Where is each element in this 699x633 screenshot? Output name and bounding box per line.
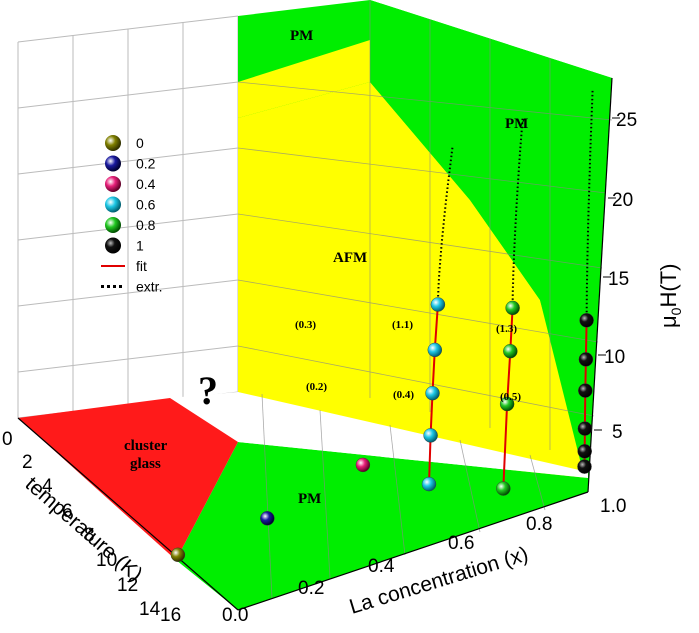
legend-marker-1 — [105, 237, 121, 254]
y-tick-8: 8 — [84, 525, 95, 546]
region-label-pm-right: PM — [505, 116, 528, 132]
region-label-glass: glass — [130, 456, 161, 472]
y-tick-6: 6 — [62, 501, 73, 522]
region-label-cluster: cluster — [124, 438, 168, 454]
z-tick-15: 15 — [608, 269, 629, 290]
legend: 0 0.2 0.4 0.6 0.8 1 fit extr. — [101, 135, 162, 295]
legend-label-fit: fit — [136, 258, 147, 274]
axes-frame — [17, 77, 613, 611]
legend-entry-0.6: 0.6 — [105, 196, 156, 213]
data-point-0-0 — [170, 547, 186, 562]
region-label-afm: AFM — [333, 250, 367, 266]
point-label-0.3: (0.3) — [295, 319, 316, 331]
legend-label-0.4: 0.4 — [136, 176, 156, 192]
x-tick-0.0: 0.0 — [222, 605, 248, 626]
point-label-0.5: (0.5) — [500, 391, 521, 403]
data-point-0.8-2 — [503, 344, 518, 359]
legend-entry-0.8: 0.8 — [105, 217, 156, 233]
front-grid — [237, 0, 613, 599]
legend-entry-0: 0 — [105, 135, 144, 151]
region-label-pm-back: PM — [290, 28, 313, 44]
cluster-glass-region — [18, 398, 238, 560]
data-point-0.2-0 — [260, 511, 275, 526]
legend-entry-extr.: extr. — [101, 279, 162, 295]
x-tick-1.0: 1.0 — [600, 496, 626, 517]
x-tick-0.2: 0.2 — [298, 578, 324, 599]
y-tick-16: 16 — [160, 605, 181, 626]
legend-label-0.8: 0.8 — [136, 217, 156, 233]
data-point-0.6-1 — [423, 428, 438, 443]
data-point-1-0 — [577, 459, 592, 474]
data-point-1-3 — [578, 383, 593, 398]
x-tick-0.4: 0.4 — [368, 556, 395, 577]
legend-marker-0.6 — [105, 196, 121, 213]
legend-entry-1: 1 — [105, 237, 144, 254]
y-tick-10: 10 — [96, 550, 117, 571]
point-label-1.3: (1.3) — [496, 323, 517, 335]
legend-entry-0.4: 0.4 — [105, 176, 156, 192]
legend-marker-0.2 — [105, 155, 121, 172]
legend-entry-0.2: 0.2 — [105, 155, 156, 172]
data-point-0.8-1 — [499, 396, 515, 412]
question-mark: ? — [198, 368, 218, 413]
y-tick-12: 12 — [117, 575, 138, 596]
data-point-1-1 — [577, 444, 592, 459]
legend-label-1: 1 — [136, 238, 144, 254]
data-point-0.6-3 — [427, 342, 442, 358]
data-point-0.6-4 — [430, 297, 446, 312]
point-label-1.1: (1.1) — [392, 319, 413, 331]
y-tick-4: 4 — [42, 476, 53, 497]
data-point-0.4-0 — [355, 457, 371, 473]
legend-entry-fit: fit — [101, 258, 147, 274]
point-label-0.4: (0.4) — [393, 389, 414, 401]
legend-label-extr.: extr. — [136, 279, 162, 295]
data-point-0.8-0 — [496, 481, 511, 496]
fit-line-0.8 — [502, 307, 514, 489]
legend-label-0.2: 0.2 — [136, 156, 156, 172]
data-points-layer — [170, 297, 594, 562]
back-wall-grid — [17, 15, 239, 419]
data-point-0.6-2 — [425, 386, 440, 401]
unknown-region-floor — [170, 392, 588, 478]
z-tick-10: 10 — [604, 347, 625, 368]
z-tick-5: 5 — [612, 422, 623, 443]
afm-region-top — [238, 40, 370, 118]
afm-region — [238, 82, 588, 492]
y-tick-14: 14 — [139, 599, 161, 620]
pm-region-right-wall — [370, 0, 612, 492]
x-tick-0.6: 0.6 — [448, 533, 474, 554]
x-tick-0.8: 0.8 — [526, 514, 552, 535]
y-tick-2: 2 — [22, 452, 33, 473]
z-axis: 25 20 15 10 5 μ0H(T) — [594, 110, 684, 443]
data-point-1-5 — [579, 313, 594, 328]
data-point-0.8-3 — [505, 300, 520, 316]
point-label-0.2: (0.2) — [306, 381, 327, 393]
data-point-1-2 — [577, 421, 593, 436]
z-tick-25: 25 — [616, 110, 637, 131]
legend-marker-0.8 — [105, 217, 121, 233]
legend-marker-0.4 — [105, 176, 121, 192]
y-tick-0: 0 — [2, 429, 13, 450]
legend-label-0: 0 — [136, 135, 144, 151]
data-point-1-4 — [578, 352, 594, 367]
extrapolation-line-0.6 — [436, 146, 454, 305]
legend-label-0.6: 0.6 — [136, 197, 156, 213]
extrapolation-line-0.8 — [511, 117, 524, 308]
z-tick-20: 20 — [612, 190, 633, 211]
pm-region-floor — [176, 442, 588, 610]
region-label-pm-floor: PM — [298, 491, 321, 507]
extrapolation-line-1 — [585, 89, 594, 321]
z-axis-label: μ0H(T) — [656, 264, 684, 328]
legend-marker-0 — [105, 135, 121, 151]
data-point-0.6-0 — [421, 476, 437, 492]
